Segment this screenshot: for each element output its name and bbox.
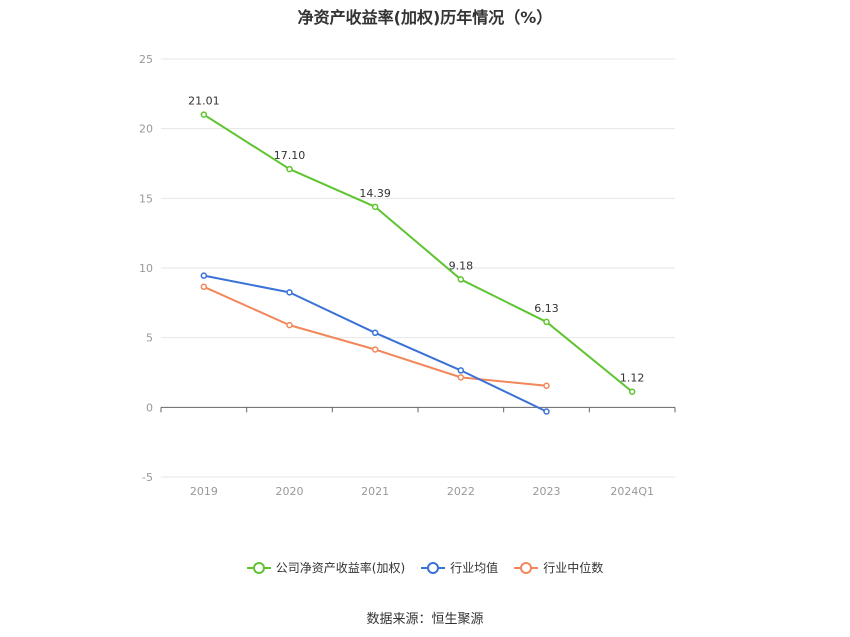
x-tick-label: 2022 [447,485,475,498]
x-tick-label: 2024Q1 [610,485,654,498]
x-tick-label: 2023 [533,485,561,498]
legend-label: 行业均值 [450,561,499,575]
legend-item[interactable]: 行业中位数 [514,559,603,576]
legend-item[interactable]: 行业均值 [421,559,498,576]
data-label: 21.01 [188,95,220,108]
data-point [543,408,550,415]
y-tick-label: 10 [139,262,153,275]
legend-label: 行业中位数 [543,561,604,575]
y-tick-label: 5 [146,332,153,345]
y-tick-label: 25 [139,53,153,66]
series-line [203,285,547,387]
data-point [286,165,293,173]
data-point [200,283,208,291]
data-point [628,388,636,395]
data-point [286,289,293,296]
series-line [203,113,633,393]
data-label: 9.18 [449,259,474,272]
data-label: 17.10 [274,149,306,162]
data-point [457,374,465,381]
legend-item[interactable]: 公司净资产收益率(加权) [246,559,406,576]
data-point [371,346,379,353]
line-chart: -5 0 5 10 15 20 25 2019 2020 2021 2022 2023 2024Q1 21… [139,53,676,498]
data-label: 6.13 [534,302,559,315]
legend-marker-icon [246,561,271,574]
data-label: 14.39 [359,187,391,200]
y-tick-label: 20 [139,123,153,136]
chart-title: 净资产收益率(加权)历年情况（%） [297,8,553,27]
chart-legend: 公司净资产收益率(加权) 行业均值 行业中位数 [0,559,850,576]
data-point [543,318,550,326]
data-point [371,203,379,211]
legend-label: 公司净资产收益率(加权) [275,561,406,575]
data-point [200,111,208,118]
data-point [457,276,465,283]
data-point [200,272,208,279]
data-label: 1.12 [620,372,645,385]
y-tick-label: 15 [139,192,153,205]
data-point [457,367,465,374]
x-tick-label: 2021 [361,485,389,498]
legend-marker-icon [421,561,446,574]
y-tick-label: -5 [142,471,153,484]
x-tick-label: 2020 [276,485,304,498]
x-tick-label: 2019 [190,485,218,498]
data-point [286,321,293,329]
data-source-note: 数据来源：恒生聚源 [366,612,484,627]
legend-marker-icon [514,561,539,574]
y-tick-label: 0 [146,401,153,414]
data-point [543,382,550,389]
data-point [371,329,379,337]
